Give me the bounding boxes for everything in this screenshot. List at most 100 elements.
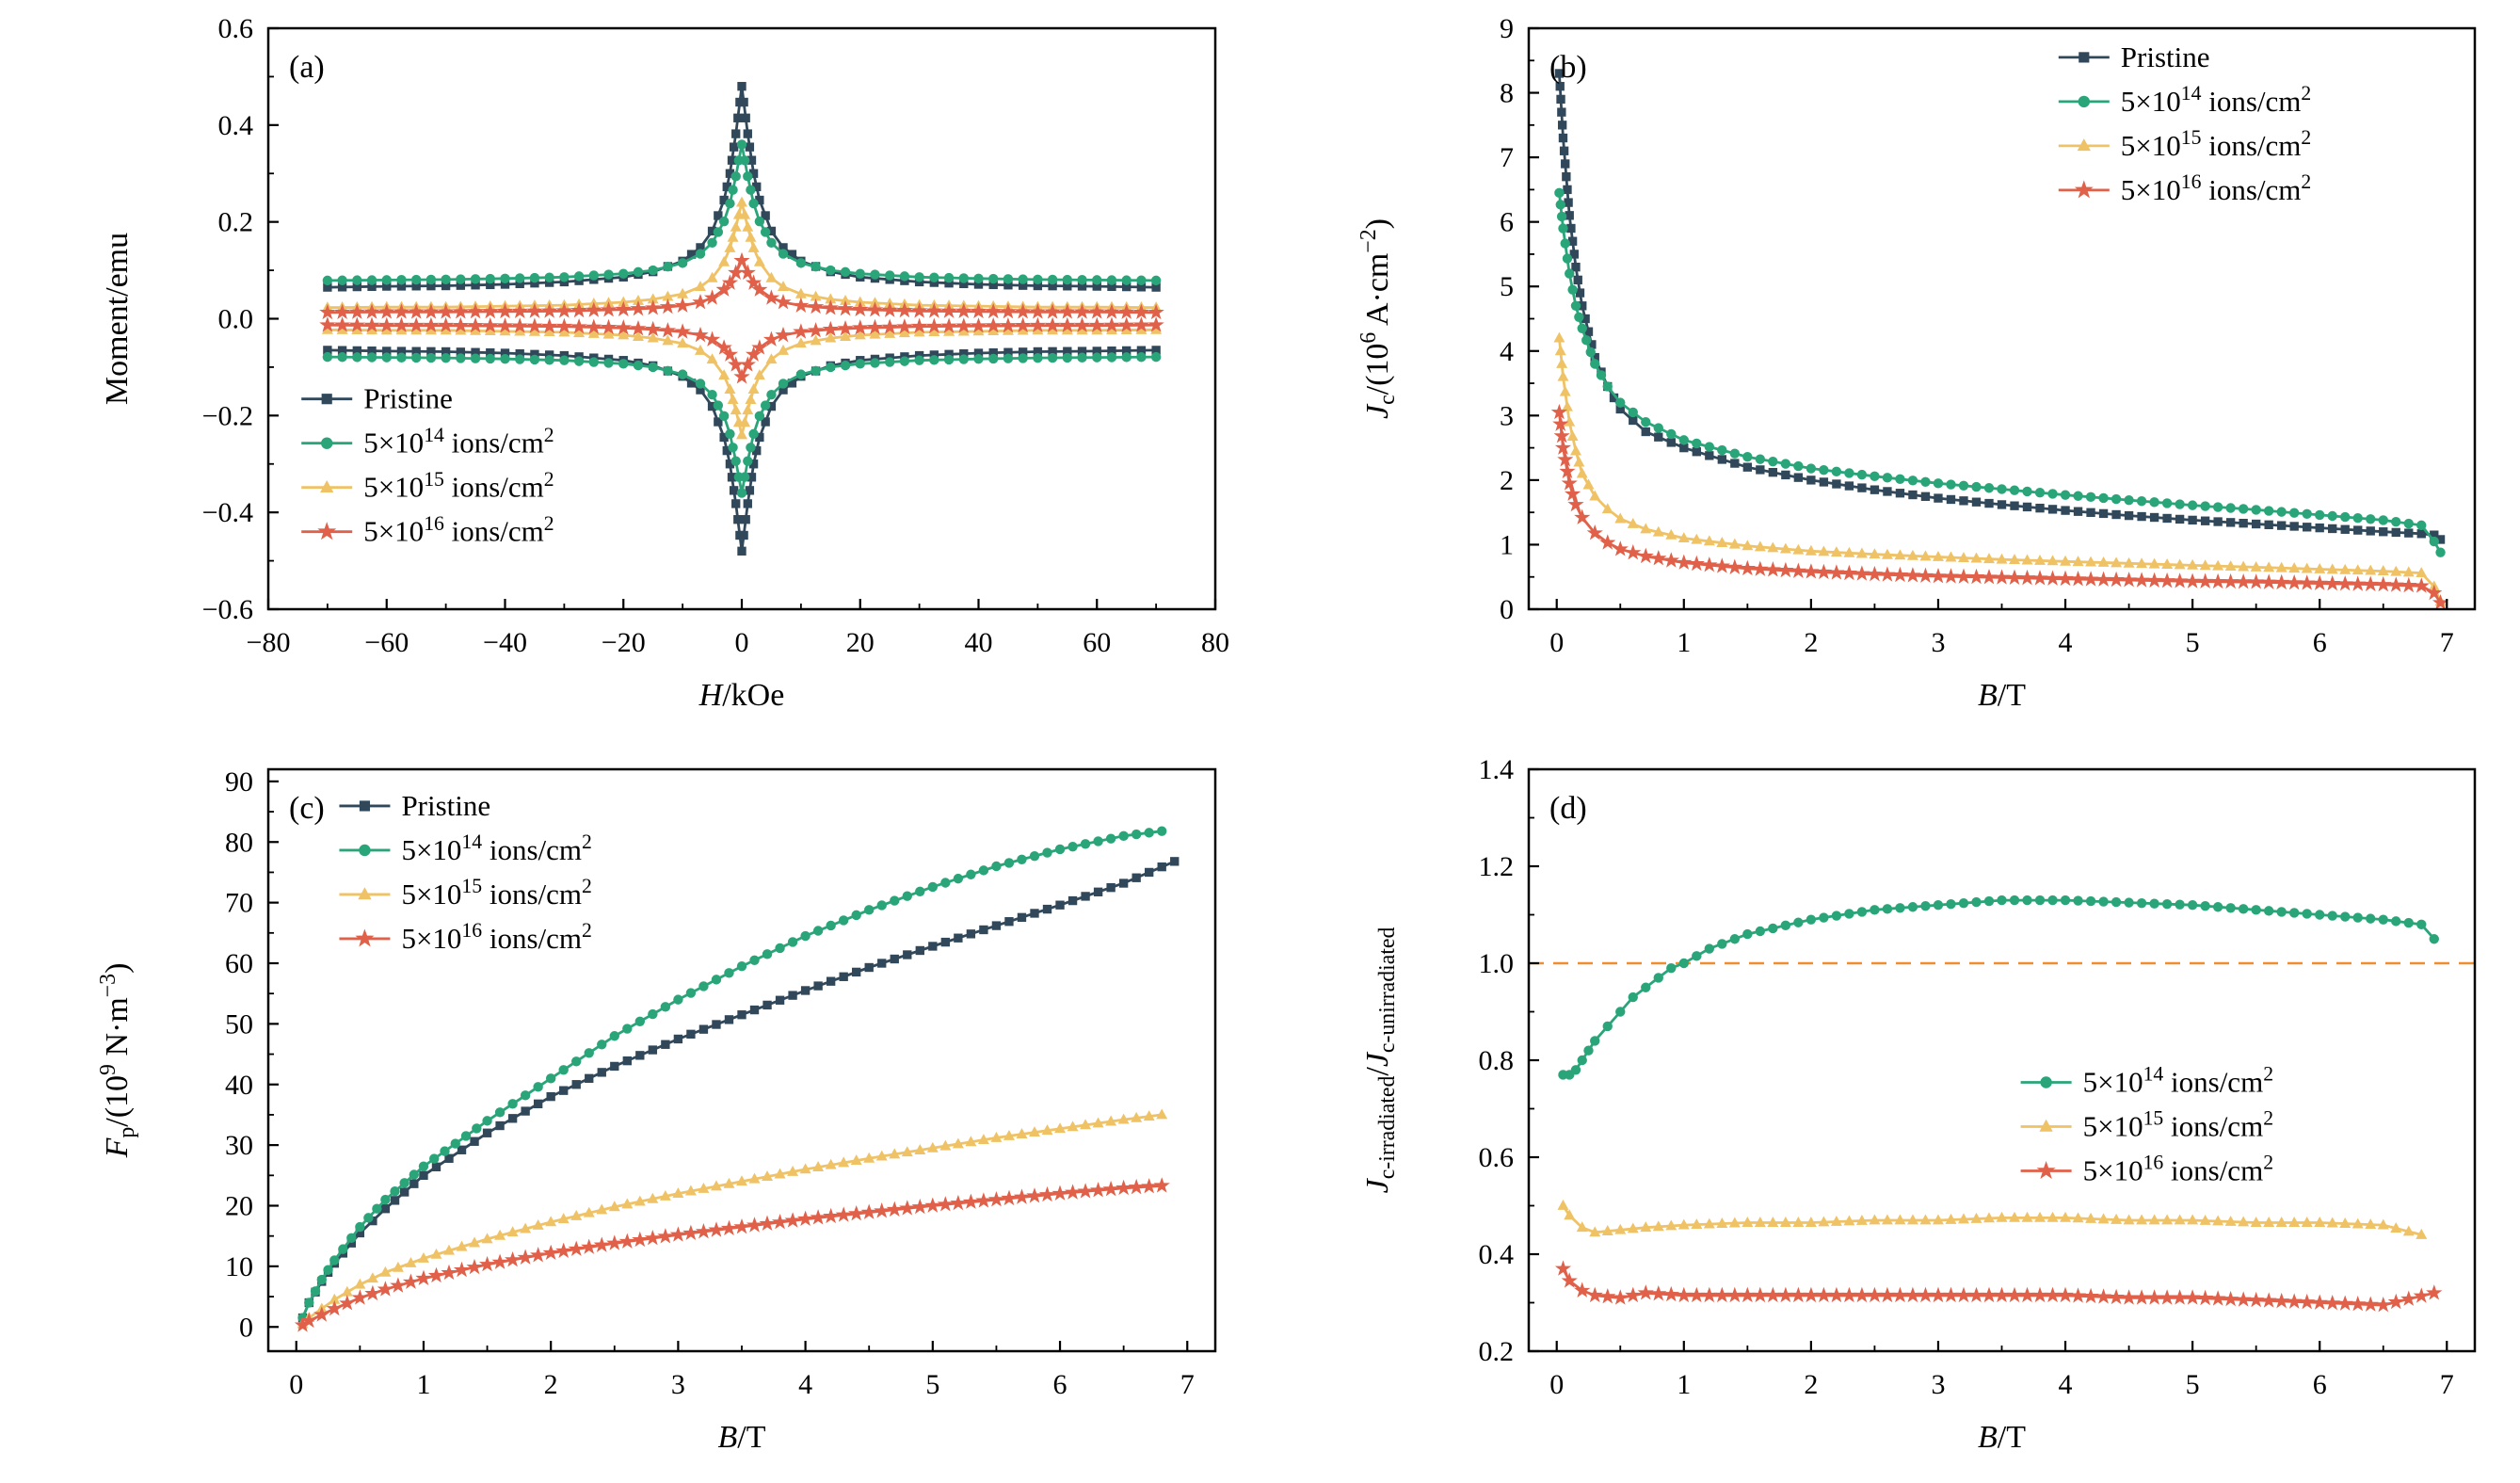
y-axis-label: Fp/(109 N·m−3) [96, 963, 139, 1159]
triangle-marker [2077, 138, 2091, 152]
triangle-marker [1150, 323, 1163, 334]
circle-marker [545, 1073, 556, 1084]
triangle-marker [1869, 548, 1881, 559]
square-marker [382, 347, 392, 356]
star-marker [2171, 572, 2189, 588]
star-marker [837, 319, 854, 336]
triangle-marker [321, 323, 333, 334]
star-marker [2400, 576, 2417, 593]
triangle-marker [710, 1180, 722, 1191]
square-marker [1081, 892, 1090, 901]
square-marker [737, 1010, 746, 1020]
star-marker [733, 368, 750, 384]
circle-marker [1106, 275, 1117, 285]
star-marker [2336, 575, 2353, 591]
circle-marker [2340, 911, 2351, 922]
triangle-marker [1117, 1113, 1130, 1124]
y-axis-label: Jc/(106 A·cm−2) [1356, 218, 1400, 419]
square-marker [915, 945, 924, 956]
square-marker [2079, 52, 2090, 63]
legend-label: 5×1015 ions/cm2 [401, 875, 591, 911]
circle-marker [707, 237, 717, 248]
circle-marker [372, 1203, 382, 1214]
triangle-marker [742, 404, 754, 415]
square-marker [2315, 523, 2324, 533]
triangle-marker [417, 1252, 429, 1263]
triangle-marker [2097, 1213, 2110, 1224]
square-marker [1077, 347, 1087, 356]
y-axis-label: Jc-irradiated/Jc-unirradiated [1360, 927, 1400, 1194]
x-tick-label: 0 [735, 627, 749, 658]
triangle-marker [1805, 1217, 1817, 1227]
star-marker [762, 289, 780, 305]
square-marker [959, 279, 969, 289]
triangle-marker [928, 326, 940, 337]
triangle-marker [1691, 533, 1703, 544]
triangle-marker [2046, 1211, 2059, 1222]
square-marker [1587, 340, 1597, 349]
square-marker [470, 1136, 479, 1146]
square-marker [2225, 518, 2236, 527]
triangle-marker [1576, 467, 1588, 478]
star-marker [1891, 1286, 1909, 1303]
circle-marker [2187, 500, 2198, 510]
star-marker [2350, 575, 2367, 591]
triangle-marker [884, 327, 896, 338]
triangle-marker [2250, 1217, 2262, 1227]
square-marker [1756, 465, 1765, 475]
circle-marker [1755, 926, 1766, 937]
circle-marker [1742, 928, 1753, 940]
triangle-marker [1601, 1225, 1613, 1235]
square-marker [1136, 346, 1147, 355]
square-marker [1692, 447, 1701, 457]
star-marker [739, 264, 756, 281]
square-marker [1895, 489, 1905, 498]
triangle-marker [455, 324, 467, 335]
star-marker [1089, 1182, 1107, 1198]
circle-marker [953, 873, 964, 884]
triangle-marker [1996, 553, 2008, 564]
square-marker [521, 1106, 530, 1116]
triangle-marker [2402, 566, 2415, 577]
circle-marker [725, 198, 735, 209]
star-marker [482, 302, 499, 319]
circle-marker [2175, 899, 2185, 910]
triangle-marker [939, 1139, 952, 1151]
x-tick-label: 0 [1549, 1369, 1564, 1400]
star-marker [581, 1238, 598, 1254]
circle-marker [778, 379, 789, 389]
square-marker [748, 459, 759, 469]
triangle-marker [1792, 543, 1805, 555]
circle-marker [812, 926, 824, 936]
square-marker [500, 280, 510, 289]
square-marker [1048, 347, 1057, 357]
triangle-marker [1553, 331, 1565, 343]
circle-marker [1704, 442, 1715, 452]
circle-marker [396, 352, 407, 363]
triangle-marker [2288, 562, 2301, 573]
triangle-marker [1957, 552, 1969, 562]
star-marker [1557, 451, 1574, 467]
triangle-marker [2161, 558, 2174, 569]
triangle-marker [2288, 1217, 2301, 1227]
triangle-marker [1143, 1110, 1155, 1121]
triangle-marker [1792, 1217, 1805, 1227]
y-tick-label: 1.2 [1479, 851, 1515, 882]
chart-d: 0 1 2 3 4 5 6 7 0.2 0.4 0.6 0.8 1.0 1.2 1.4 B/T Jc-irrad… [1360, 754, 2477, 1455]
triangle-marker [926, 1141, 939, 1153]
triangle-marker [2034, 1211, 2046, 1222]
star-marker [1701, 1286, 1718, 1303]
triangle-marker [557, 1213, 570, 1224]
circle-marker [1856, 907, 1868, 917]
circle-marker [1121, 275, 1132, 285]
series-5e16 [1554, 1260, 2443, 1313]
axes: 0 1 2 3 4 5 6 7 0 1 2 3 4 5 6 7 8 9 [1500, 13, 2454, 658]
triangle-marker [662, 334, 674, 346]
circle-marker [698, 981, 709, 991]
triangle-marker [724, 383, 736, 394]
star-marker [2223, 572, 2239, 589]
star-marker [466, 1258, 483, 1275]
triangle-marker [1716, 1217, 1728, 1228]
circle-marker [914, 272, 924, 282]
circle-marker [746, 443, 756, 453]
